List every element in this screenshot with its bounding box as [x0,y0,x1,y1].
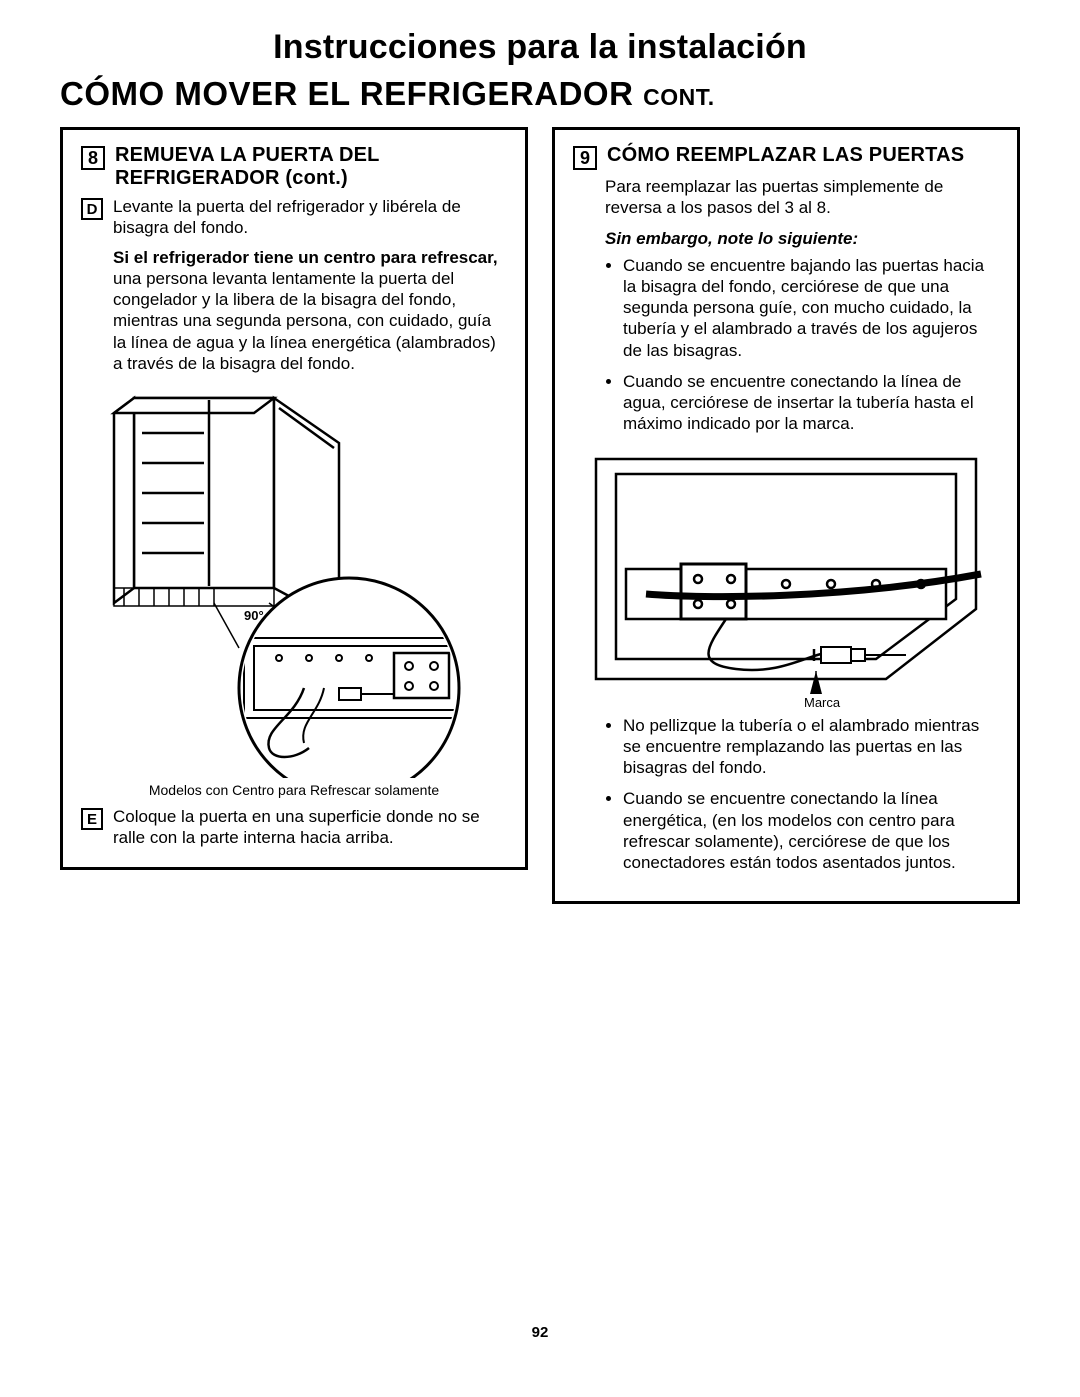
fridge-open-door-diagram: 90° [94,388,494,778]
bullets-bottom: No pellizque la tubería o el alambrado m… [605,715,999,874]
step-9-box: 9 CÓMO REEMPLAZAR LAS PUERTAS Para reemp… [552,127,1020,904]
bullet-top-2: Cuando se encuentre conectando la línea … [623,371,999,435]
step-number-9: 9 [573,146,597,170]
section-title: CÓMO MOVER EL REFRIGERADOR CONT. [60,75,1020,113]
page-number: 92 [60,1324,1020,1341]
bullets-top: Cuando se encuentre bajando las puertas … [605,255,999,435]
step-9-intro: Para reemplazar las puertas simplemente … [605,176,999,219]
bullet-bottom-2: Cuando se encuentre conectando la línea … [623,788,999,873]
bold-tail: una persona levanta lentamente la puerta… [113,269,496,373]
section-title-cont: CONT. [643,84,715,110]
step-8-box: 8 REMUEVA LA PUERTA DEL REFRIGERADOR (co… [60,127,528,870]
diagram-caption-left: Modelos con Centro para Refrescar solame… [81,782,507,798]
substep-e-row: E Coloque la puerta en una superficie do… [81,806,507,849]
water-line-marca-diagram: Marca [586,449,986,709]
substep-letter-e: E [81,808,103,830]
substep-e-text: Coloque la puerta en una superficie dond… [113,806,507,849]
manual-page: Instrucciones para la instalación CÓMO M… [0,0,1080,1381]
bullet-bottom-1: No pellizque la tubería o el alambrado m… [623,715,999,779]
fridge-diagram-wrap: 90° [81,388,507,798]
step-9-header: 9 CÓMO REEMPLAZAR LAS PUERTAS [573,144,999,170]
step-8-header: 8 REMUEVA LA PUERTA DEL REFRIGERADOR (co… [81,144,507,190]
substep-letter-d: D [81,198,103,220]
marca-label: Marca [804,695,841,709]
page-header: Instrucciones para la instalación [60,28,1020,67]
bold-note-block: Si el refrigerador tiene un centro para … [113,247,507,375]
bold-lead: Si el refrigerador tiene un centro para … [113,248,498,267]
two-column-layout: 8 REMUEVA LA PUERTA DEL REFRIGERADOR (co… [60,127,1020,904]
marca-diagram-wrap: Marca [573,449,999,709]
step-number-8: 8 [81,146,105,170]
substep-d-text: Levante la puerta del refrigerador y lib… [113,196,507,239]
step-9-title: CÓMO REEMPLAZAR LAS PUERTAS [607,144,964,167]
section-title-main: CÓMO MOVER EL REFRIGERADOR [60,75,643,112]
step-8-title: REMUEVA LA PUERTA DEL REFRIGERADOR (cont… [115,144,507,190]
note-label: Sin embargo, note lo siguiente: [605,229,999,249]
bullet-top-1: Cuando se encuentre bajando las puertas … [623,255,999,361]
substep-d-row: D Levante la puerta del refrigerador y l… [81,196,507,239]
